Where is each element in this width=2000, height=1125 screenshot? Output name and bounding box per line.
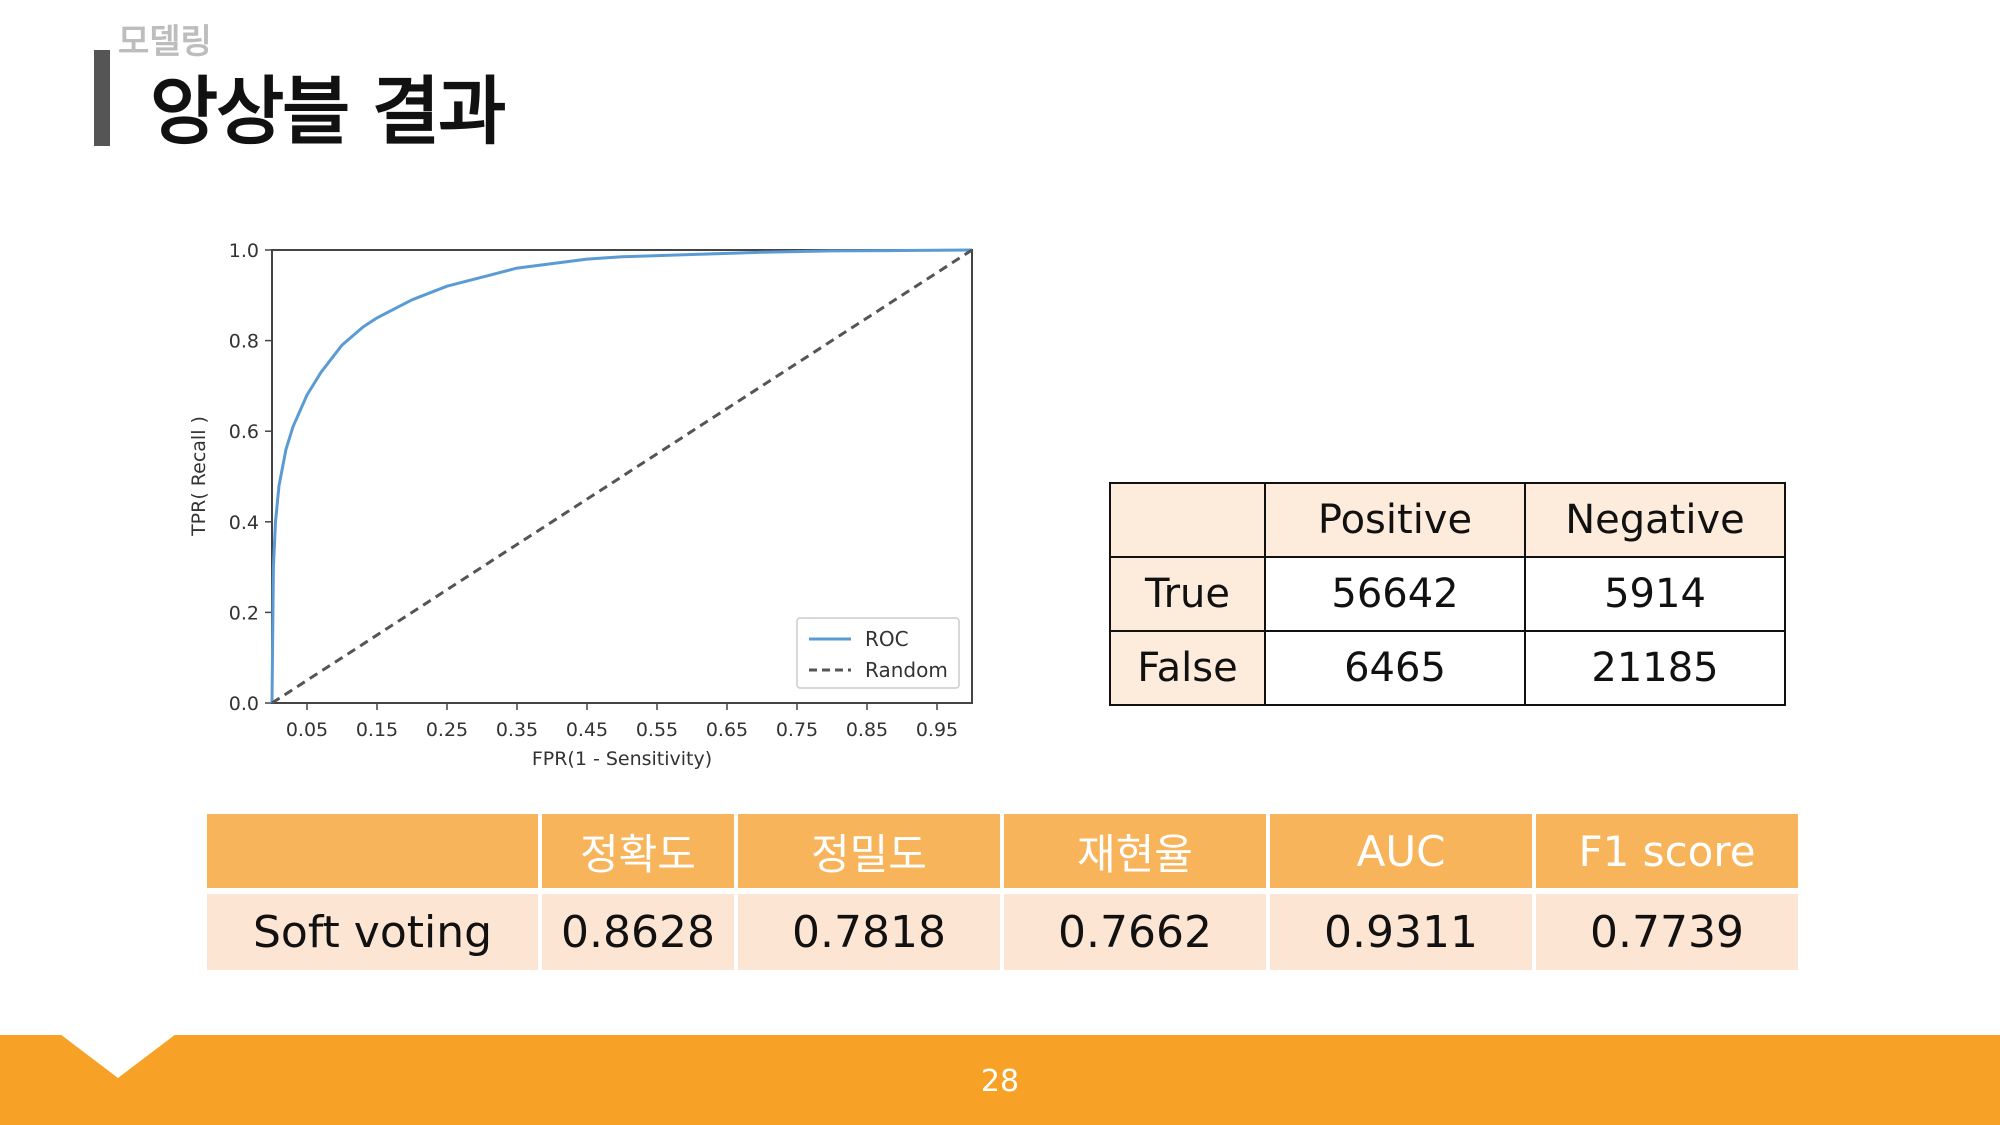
x-tick-label: 0.55 <box>636 719 678 741</box>
metrics-header-accuracy: 정확도 <box>542 814 734 888</box>
title-accent-bar <box>94 50 110 146</box>
cm-cell: 21185 <box>1524 630 1786 706</box>
legend-random-label: Random <box>865 658 948 682</box>
cm-cell: 5914 <box>1524 556 1786 632</box>
metrics-header-f1: F1 score <box>1536 814 1798 888</box>
x-axis-label: FPR(1 - Sensitivity) <box>532 748 712 770</box>
cm-corner-cell <box>1109 482 1266 558</box>
y-axis-label: TPR( Recall ) <box>188 416 210 537</box>
confusion-matrix: Positive Negative True 56642 5914 False … <box>1109 482 1786 706</box>
cm-row-label: False <box>1109 630 1266 706</box>
metrics-table: 정확도 정밀도 재현율 AUC F1 score Soft voting 0.8… <box>203 808 1802 976</box>
page-title: 앙상블 결과 <box>150 69 506 155</box>
x-tick-label: 0.85 <box>846 719 888 741</box>
metrics-header-precision: 정밀도 <box>738 814 1000 888</box>
cm-row-label: True <box>1109 556 1266 632</box>
x-tick-label: 0.25 <box>426 719 468 741</box>
y-tick-label: 0.8 <box>229 331 259 353</box>
metrics-cell: 0.9311 <box>1270 894 1532 970</box>
metrics-cell: 0.7739 <box>1536 894 1798 970</box>
legend-roc-label: ROC <box>865 627 909 651</box>
x-tick-label: 0.75 <box>776 719 818 741</box>
cm-header-row: Positive Negative <box>1109 482 1786 558</box>
roc-chart: 0.05 0.15 0.25 0.35 0.45 0.55 0.65 0.75 0.85 0.95… <box>188 240 973 770</box>
y-tick-label: 0.6 <box>229 421 259 443</box>
cm-header-positive: Positive <box>1264 482 1526 558</box>
metrics-cell: 0.7662 <box>1004 894 1266 970</box>
footer-notch <box>60 1034 176 1078</box>
y-tick-label: 1.0 <box>229 240 259 262</box>
page-number: 28 <box>980 1064 1020 1099</box>
y-tick-label: 0.0 <box>229 693 259 715</box>
metrics-header-recall: 재현율 <box>1004 814 1266 888</box>
series-line-roc <box>270 248 973 704</box>
cm-header-negative: Negative <box>1524 482 1786 558</box>
x-tick-label: 0.65 <box>706 719 748 741</box>
metrics-corner-cell <box>207 814 538 888</box>
metrics-row-label: Soft voting <box>207 894 538 970</box>
metrics-header-auc: AUC <box>1270 814 1532 888</box>
cm-row: False 6465 21185 <box>1109 630 1786 706</box>
x-tick-label: 0.15 <box>356 719 398 741</box>
metrics-cell: 0.7818 <box>738 894 1000 970</box>
chart-legend: ROC Random <box>796 617 960 689</box>
plot-frame <box>271 249 973 704</box>
metrics-header-row: 정확도 정밀도 재현율 AUC F1 score <box>207 814 1798 888</box>
y-tick-label: 0.2 <box>229 602 259 624</box>
cm-row: True 56642 5914 <box>1109 556 1786 632</box>
section-label: 모델링 <box>118 22 212 62</box>
x-tick-label: 0.35 <box>496 719 538 741</box>
footer-bar <box>0 1035 2000 1125</box>
metrics-cell: 0.8628 <box>542 894 734 970</box>
cm-cell: 56642 <box>1264 556 1526 632</box>
series-line-random <box>271 248 973 705</box>
y-tick-label: 0.4 <box>229 512 259 534</box>
x-tick-label: 0.45 <box>566 719 608 741</box>
cm-cell: 6465 <box>1264 630 1526 706</box>
metrics-row: Soft voting 0.8628 0.7818 0.7662 0.9311 … <box>207 894 1798 970</box>
x-tick-label: 0.05 <box>286 719 328 741</box>
x-tick-label: 0.95 <box>916 719 958 741</box>
